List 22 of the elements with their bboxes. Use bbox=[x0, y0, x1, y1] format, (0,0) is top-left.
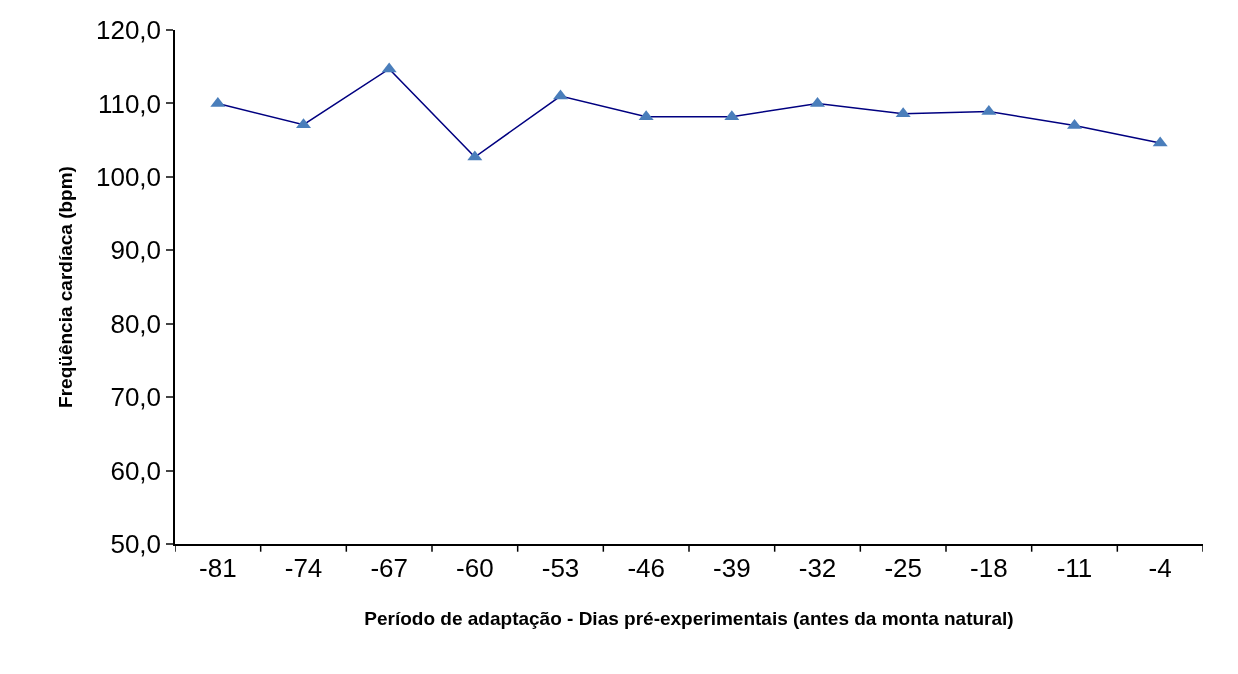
y-tick-label: 90,0 bbox=[110, 235, 162, 266]
x-axis-title: Período de adaptação - Dias pré-experimentais (antes da monta natural) bbox=[364, 608, 1014, 630]
x-tick-label: -53 bbox=[541, 552, 580, 583]
y-tick-label: 80,0 bbox=[110, 308, 162, 339]
x-tick-label: -18 bbox=[970, 552, 1008, 583]
x-tick-label: -11 bbox=[1056, 552, 1093, 583]
x-tick-label: -67 bbox=[370, 552, 408, 583]
y-tick-label: 120,0 bbox=[95, 15, 162, 46]
x-tick-label: -46 bbox=[627, 552, 665, 583]
x-tick-label: -74 bbox=[284, 552, 323, 583]
x-tick-label: -81 bbox=[199, 552, 237, 583]
y-tick-label: 110,0 bbox=[97, 88, 162, 119]
x-tick-label: -4 bbox=[1148, 552, 1172, 583]
x-tick-label: -39 bbox=[713, 552, 751, 583]
y-tick-label: 70,0 bbox=[110, 382, 162, 413]
x-tick-label: -32 bbox=[798, 552, 837, 583]
x-tick-label: -60 bbox=[456, 552, 494, 583]
y-axis-title: Freqüência cardíaca (bpm) bbox=[55, 166, 77, 408]
y-tick-label: 100,0 bbox=[95, 161, 162, 192]
y-tick-label: 60,0 bbox=[110, 455, 162, 486]
x-tick-label: -25 bbox=[884, 552, 922, 583]
y-tick-label: 50,0 bbox=[110, 529, 162, 560]
